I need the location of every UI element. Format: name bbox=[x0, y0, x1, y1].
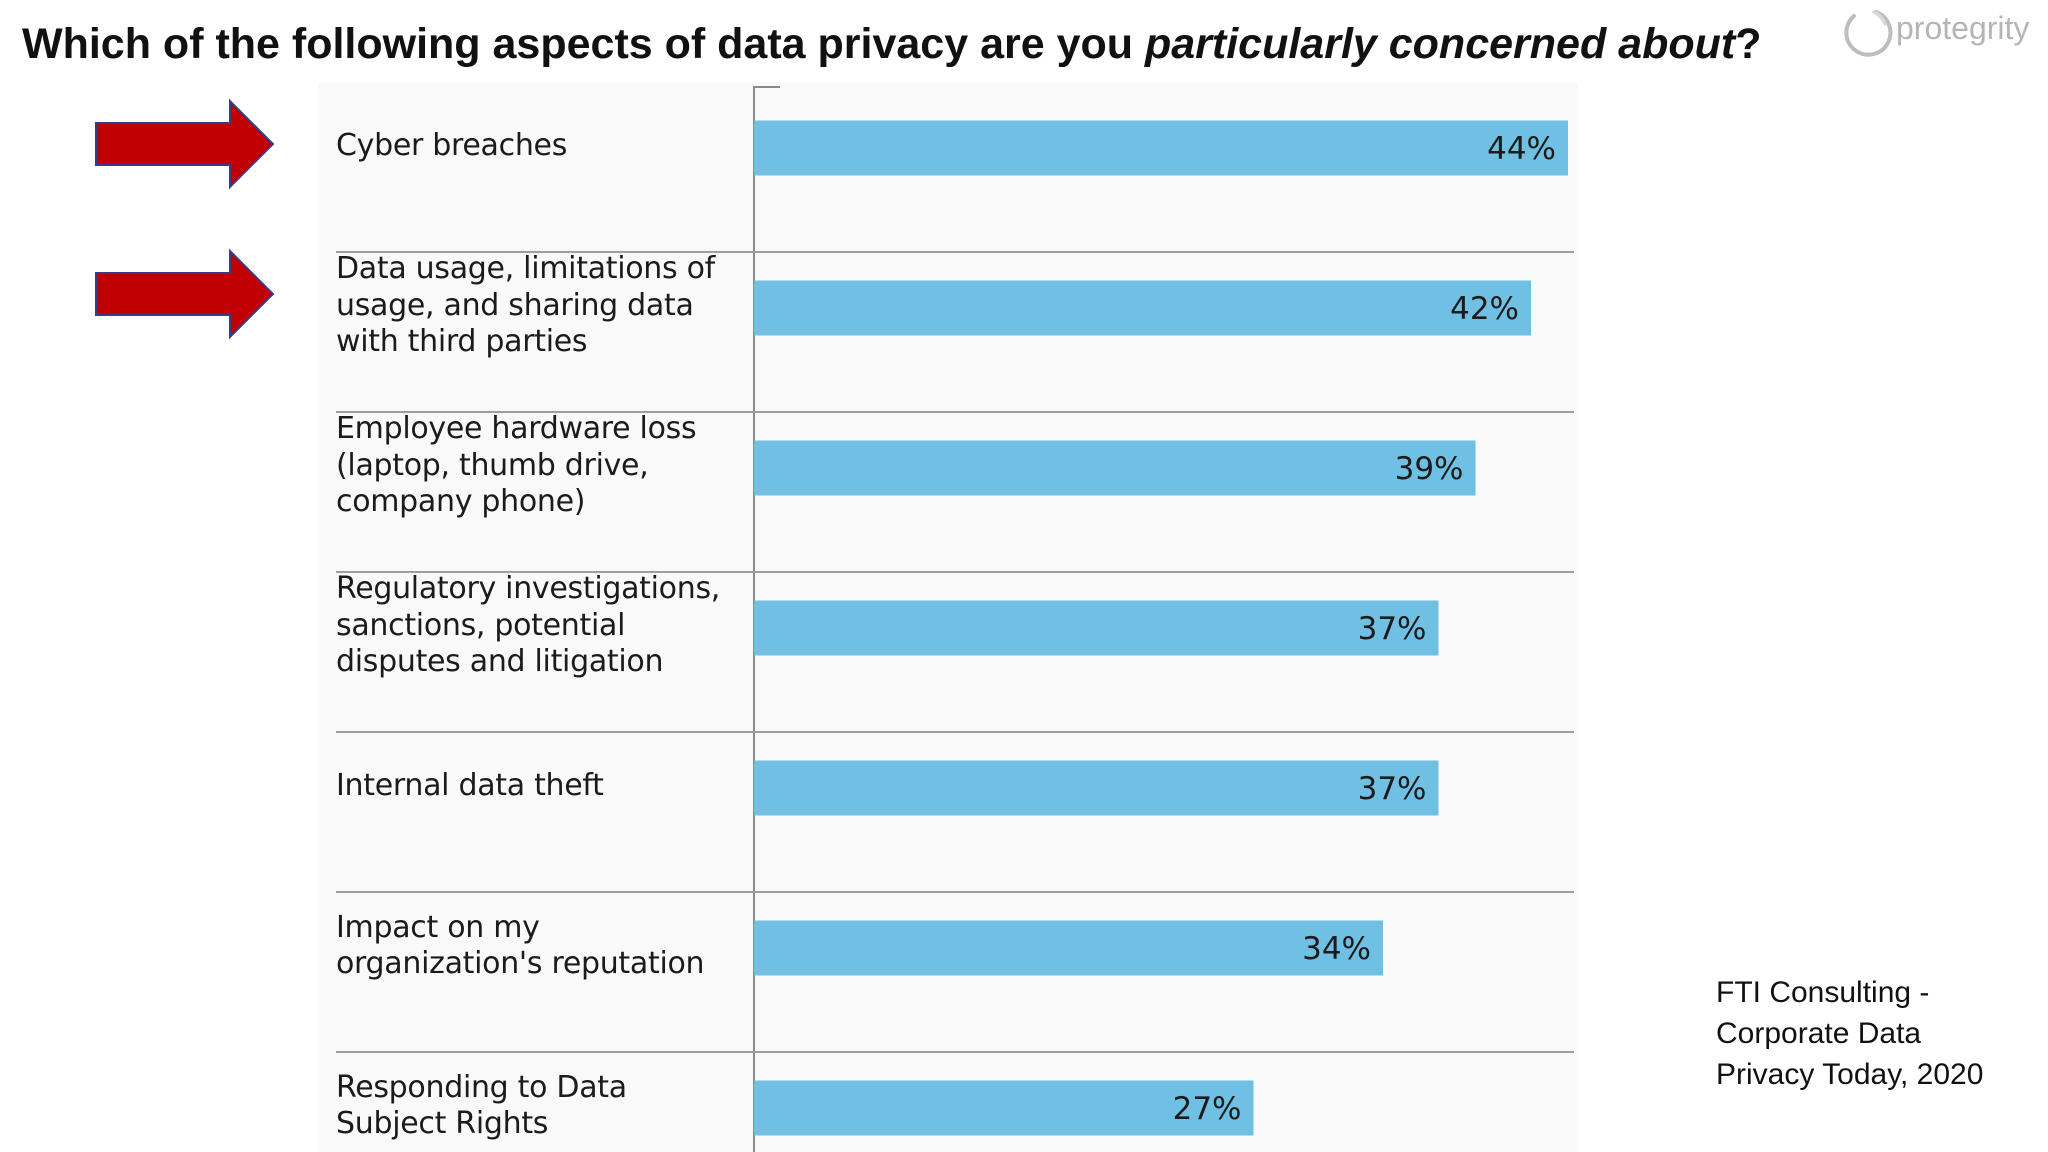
category-label-line: (laptop, thumb drive, bbox=[336, 447, 649, 483]
category-label-line: Internal data theft bbox=[336, 767, 604, 803]
category-label-line: Subject Rights bbox=[336, 1106, 549, 1141]
bar-value-label: 37% bbox=[1358, 771, 1427, 807]
bar-value-label: 27% bbox=[1173, 1091, 1242, 1127]
category-label: Employee hardware loss (laptop, thumb dri… bbox=[336, 411, 736, 521]
source-citation: FTI Consulting - Corporate Data Privacy … bbox=[1716, 972, 2036, 1095]
protegrity-logo: protegrity bbox=[1840, 2, 2045, 58]
category-label: Internal data theft bbox=[336, 768, 736, 805]
bar bbox=[754, 280, 1531, 336]
bar bbox=[754, 600, 1439, 656]
source-line: FTI Consulting - bbox=[1716, 976, 1930, 1009]
bar bbox=[754, 440, 1476, 496]
bar-value-label: 37% bbox=[1358, 611, 1427, 647]
bar bbox=[754, 920, 1383, 976]
category-label: Cyber breaches bbox=[336, 128, 736, 165]
category-label-line: sanctions, potential bbox=[336, 607, 626, 643]
category-label-line: with third parties bbox=[336, 324, 588, 360]
protegrity-logo-icon: protegrity bbox=[1844, 10, 2029, 57]
bar-value-label: 44% bbox=[1487, 131, 1556, 167]
slide-title: Which of the following aspects of data p… bbox=[22, 16, 1782, 72]
category-label-line: usage, and sharing data bbox=[336, 287, 694, 323]
category-label-line: disputes and litigation bbox=[336, 644, 664, 680]
category-label-line: Regulatory investigations, bbox=[336, 571, 721, 607]
category-label-line: Responding to Data bbox=[336, 1069, 627, 1105]
title-text: Which of the following aspects of data p… bbox=[22, 20, 1145, 68]
source-line: Privacy Today, 2020 bbox=[1716, 1058, 1984, 1091]
bar-value-label: 39% bbox=[1395, 451, 1464, 487]
category-label: Regulatory investigations, sanctions, pot… bbox=[336, 571, 736, 681]
highlight-arrow-icon bbox=[94, 98, 276, 195]
bar-value-label: 42% bbox=[1450, 291, 1519, 327]
logo-wordmark: protegrity bbox=[1896, 10, 2029, 46]
category-label-line: Data usage, limitations of bbox=[336, 251, 715, 287]
title-question-mark: ? bbox=[1735, 20, 1762, 68]
category-label: Data usage, limitations of usage, and sha… bbox=[336, 251, 736, 361]
category-label: Impact on my organization's reputation bbox=[336, 910, 736, 983]
category-label-line: Impact on my bbox=[336, 909, 540, 945]
title-emphasis: particularly concerned about bbox=[1144, 20, 1736, 68]
category-label-line: Employee hardware loss bbox=[336, 411, 697, 447]
bar bbox=[754, 1080, 1254, 1136]
bar bbox=[754, 760, 1439, 816]
highlight-arrow-icon bbox=[94, 248, 276, 345]
bar-value-label: 34% bbox=[1302, 931, 1371, 967]
source-line: Corporate Data bbox=[1716, 1017, 1922, 1050]
category-label: Responding to Data Subject Rights bbox=[336, 1070, 736, 1143]
bar bbox=[754, 120, 1568, 176]
category-label-line: organization's reputation bbox=[336, 946, 705, 981]
category-label-line: company phone) bbox=[336, 484, 586, 520]
category-label-line: Cyber breaches bbox=[336, 127, 568, 163]
